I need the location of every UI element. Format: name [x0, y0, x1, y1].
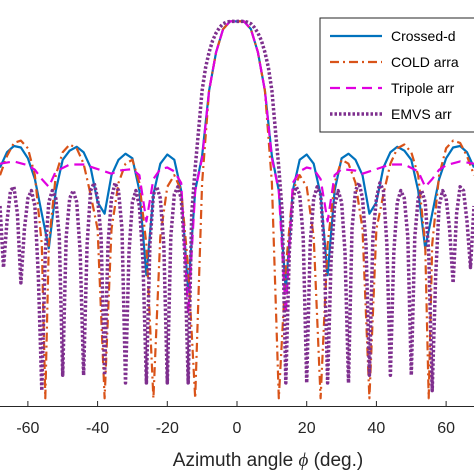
legend-label-4: EMVS arr	[391, 106, 452, 122]
x-axis-label-symbol: ϕ	[298, 450, 308, 471]
legend: Crossed-d COLD arra Tripole arr EMVS arr	[319, 17, 474, 133]
legend-items: Crossed-d COLD arra Tripole arr EMVS arr	[330, 28, 459, 122]
x-tick-label: 40	[368, 420, 386, 437]
x-tick-label: -20	[156, 420, 179, 437]
x-tick-layer: -60 -40 -20 0 20 40 60	[16, 401, 455, 437]
legend-label-3: Tripole arr	[391, 80, 455, 96]
series-line-4	[0, 19, 474, 393]
x-axis-label: Azimuth angle ϕ (deg.)	[173, 450, 363, 471]
legend-label-1: Crossed-d	[391, 28, 456, 44]
x-axis-label-text: Azimuth angle	[173, 450, 299, 471]
x-tick-label: 0	[233, 420, 242, 437]
x-tick-label: -40	[86, 420, 109, 437]
x-tick-label: 20	[298, 420, 316, 437]
legend-label-2: COLD arra	[391, 54, 459, 70]
x-tick-label: 60	[437, 420, 455, 437]
x-axis-label-unit: (deg.)	[308, 450, 363, 471]
series-layer	[0, 19, 474, 400]
x-tick-label: -60	[16, 420, 39, 437]
